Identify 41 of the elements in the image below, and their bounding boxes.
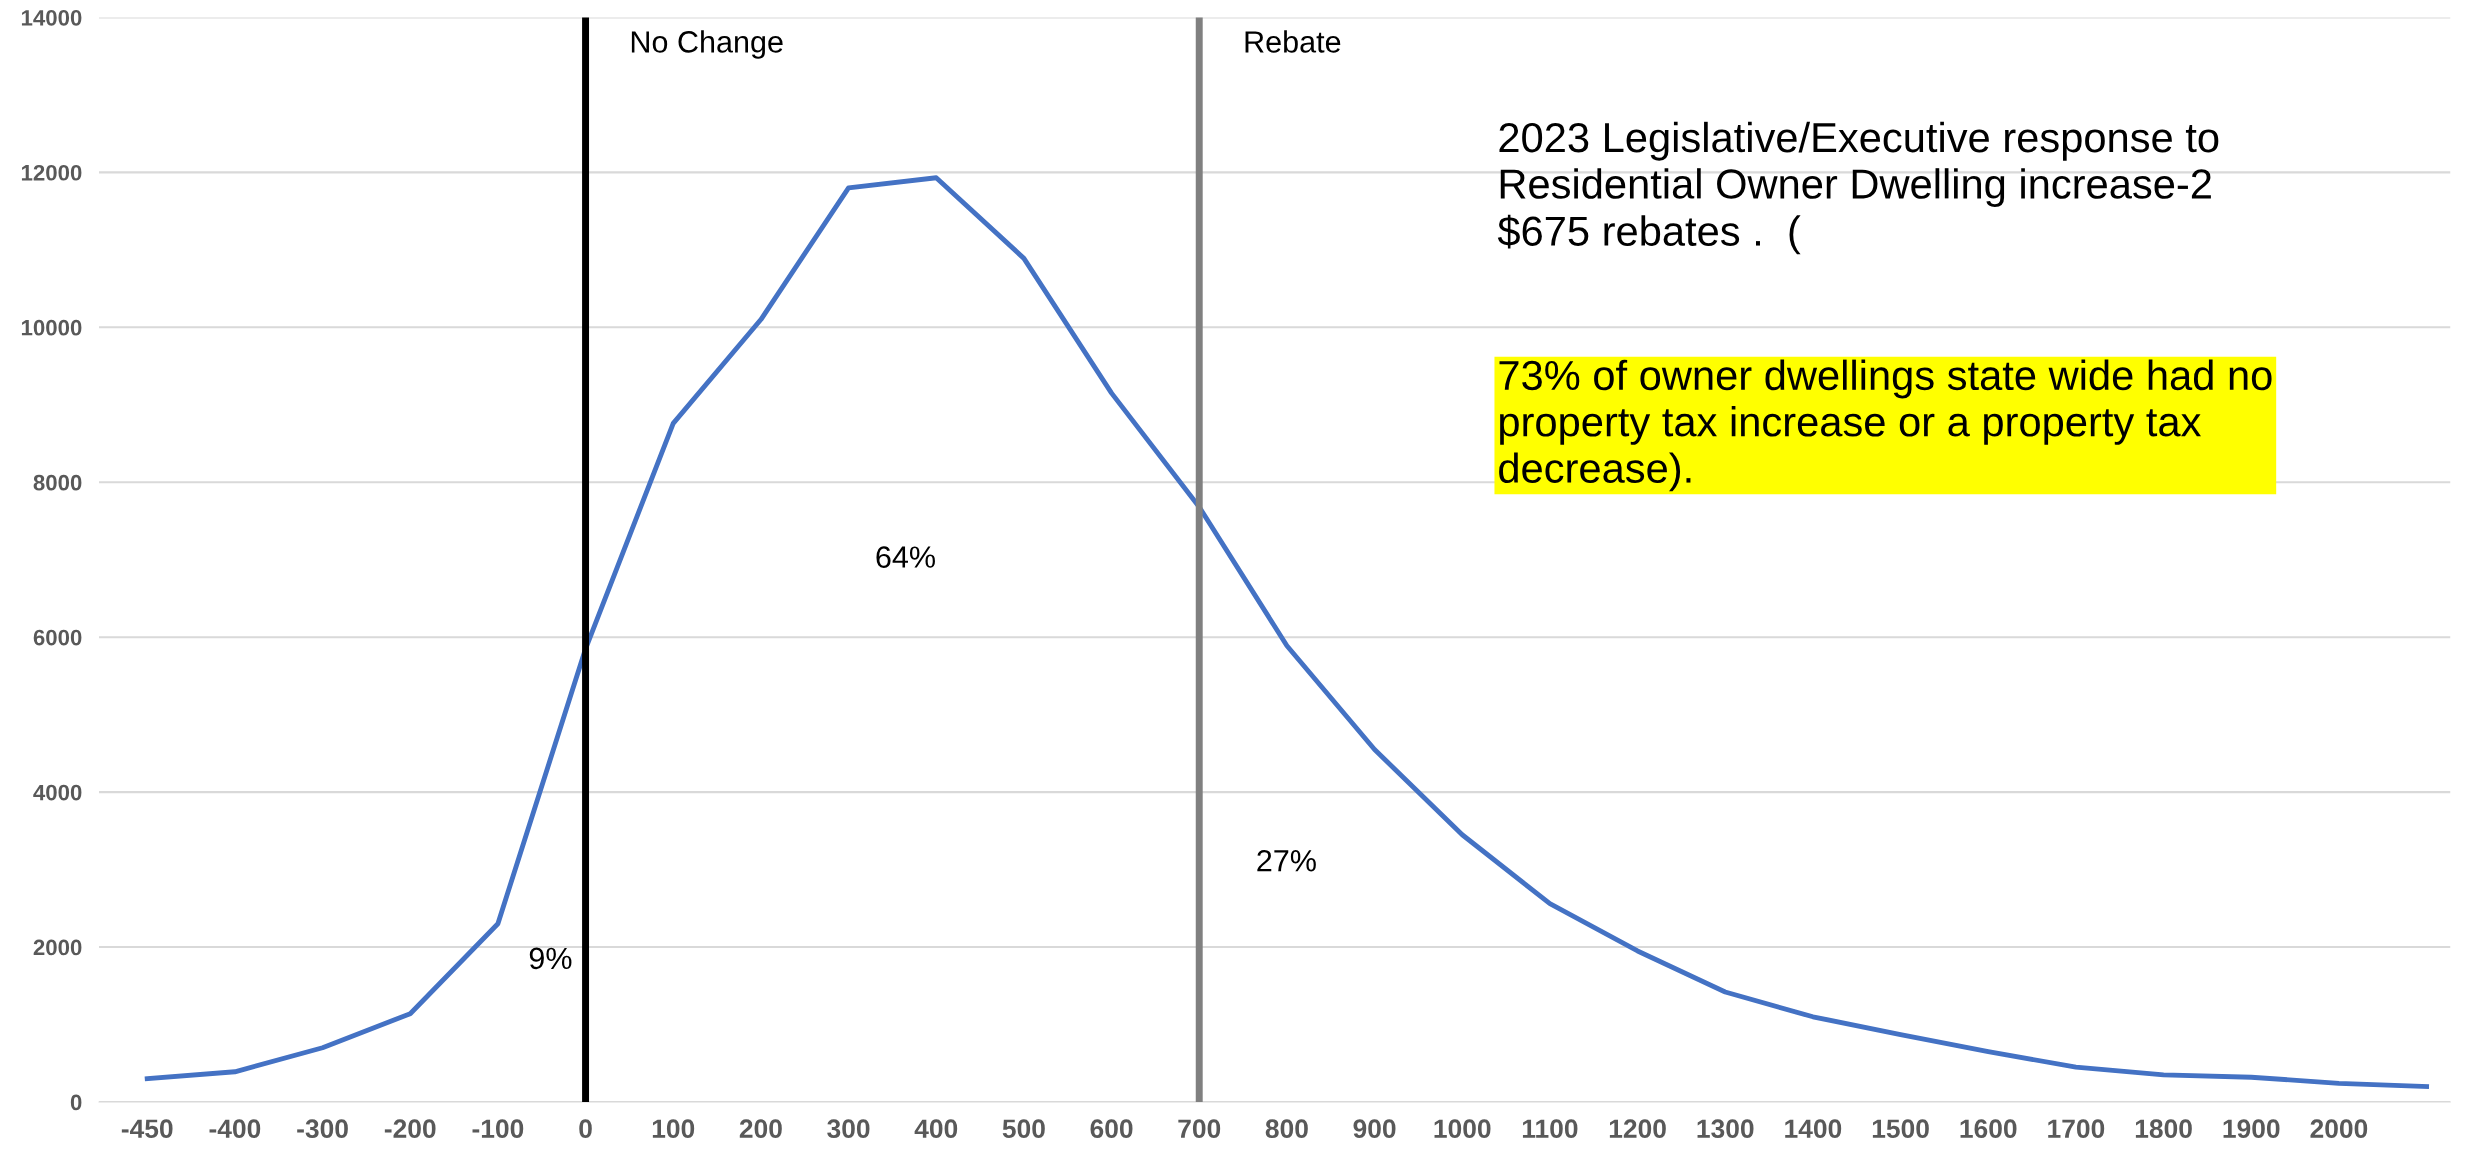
y-tick-label: 4000 xyxy=(33,784,82,801)
y-tick-label: 12000 xyxy=(21,164,82,181)
x-tick-label: 1600 xyxy=(1960,1119,2017,1139)
y-tick-label: 0 xyxy=(70,1094,82,1111)
x-tick-label: 100 xyxy=(652,1119,695,1139)
x-tick-label: 1100 xyxy=(1522,1119,1578,1139)
ref-line-label: Rebate xyxy=(1245,30,1341,53)
annotation: 73% of owner dwellings state wide had no property tax increase or a property tax decrease). xyxy=(1499,359,2272,492)
x-tick-label: 1800 xyxy=(2135,1119,2192,1139)
x-tick-label: 1300 xyxy=(1697,1119,1754,1139)
x-tick-label: 400 xyxy=(914,1119,958,1139)
x-tick-label: 200 xyxy=(739,1119,782,1139)
x-tick-label: 500 xyxy=(1002,1119,1045,1139)
ref-line-label: No Change xyxy=(631,30,783,59)
annotation: 9% xyxy=(529,947,572,970)
x-tick-label: 0 xyxy=(579,1119,592,1139)
x-tick-label: -400 xyxy=(209,1119,261,1139)
y-tick-label: 2000 xyxy=(33,939,82,956)
x-tick-label: -100 xyxy=(472,1119,524,1139)
x-tick-label: 900 xyxy=(1353,1119,1396,1139)
x-tick-label: 1400 xyxy=(1785,1119,1842,1139)
annotation: 27% xyxy=(1257,849,1316,872)
x-tick-label: 1200 xyxy=(1609,1119,1666,1139)
x-tick-label: 700 xyxy=(1178,1119,1221,1139)
x-tick-label: 800 xyxy=(1265,1119,1308,1139)
x-tick-label: 300 xyxy=(827,1119,870,1139)
x-tick-label: 600 xyxy=(1090,1119,1133,1139)
y-tick-label: 8000 xyxy=(33,474,82,491)
x-tick-label: 1700 xyxy=(2048,1119,2105,1139)
x-tick-label: 2000 xyxy=(2310,1119,2368,1139)
annotation: 64% xyxy=(876,546,935,568)
x-tick-label: -200 xyxy=(384,1119,436,1139)
x-tick-label: -300 xyxy=(297,1119,348,1139)
x-tick-label: 1900 xyxy=(2223,1119,2280,1139)
y-tick-label: 14000 xyxy=(21,9,82,26)
x-tick-label: -450 xyxy=(121,1119,173,1139)
x-tick-label: 1500 xyxy=(1872,1119,1929,1139)
annotation: 2023 Legislative/Executive response to Residential Owner Dwelling increase-2 $675 rebates . ( xyxy=(1497,121,2219,255)
y-tick-label: 6000 xyxy=(33,629,82,646)
x-tick-label: 1000 xyxy=(1434,1119,1491,1139)
y-tick-label: 10000 xyxy=(21,319,82,336)
